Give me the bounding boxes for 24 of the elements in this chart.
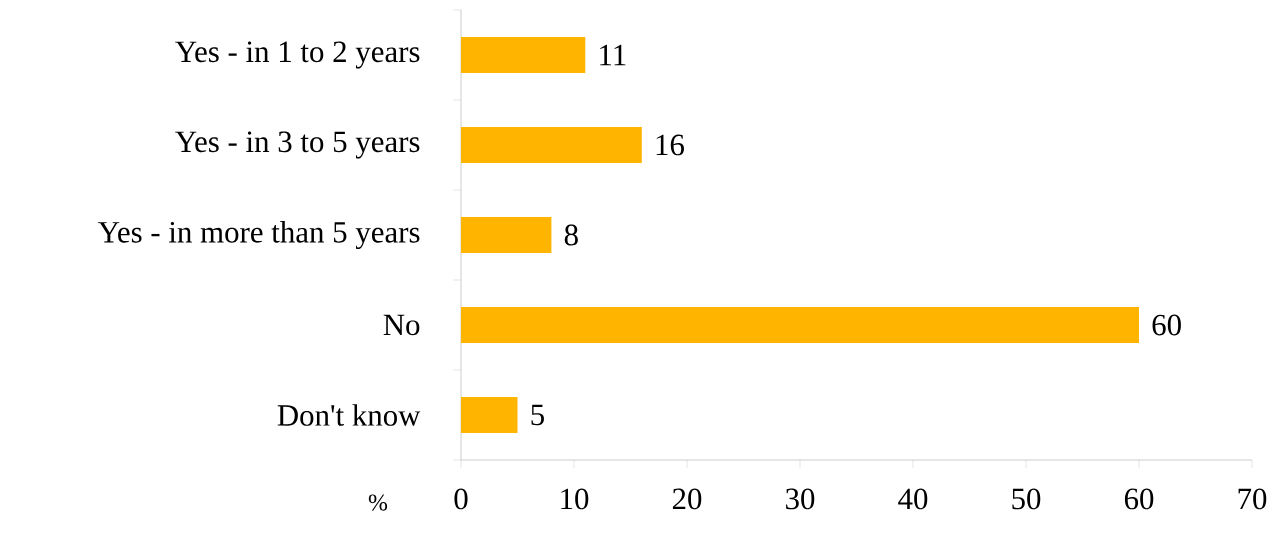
bar: [461, 307, 1140, 343]
x-tick-label: 60: [1124, 488, 1154, 510]
y-tick-label: Yes - in 1 to 2 years: [175, 41, 420, 69]
x-tick-label: 20: [672, 488, 702, 510]
data-label: 60: [1152, 314, 1181, 336]
data-label: 8: [564, 224, 578, 246]
x-axis-title: %: [368, 494, 388, 511]
data-label: 5: [531, 404, 544, 426]
y-tick-label: Don't know: [277, 404, 421, 426]
bar: [461, 217, 552, 253]
y-tick-label: Yes - in 3 to 5 years: [175, 131, 420, 159]
data-label: 16: [656, 134, 684, 156]
x-tick-label: 50: [1012, 488, 1041, 510]
x-tick-label: 40: [898, 488, 928, 510]
bar: [461, 37, 586, 73]
x-tick-label: 0: [454, 488, 468, 510]
data-label: 11: [600, 44, 626, 66]
y-tick-label: Yes - in more than 5 years: [98, 220, 420, 250]
bar: [461, 127, 642, 163]
x-tick-label: 10: [561, 488, 589, 510]
x-tick-label: 70: [1238, 488, 1267, 510]
x-tick-label: 30: [786, 488, 815, 510]
y-tick-label: No: [383, 314, 420, 336]
bar: [461, 397, 518, 433]
